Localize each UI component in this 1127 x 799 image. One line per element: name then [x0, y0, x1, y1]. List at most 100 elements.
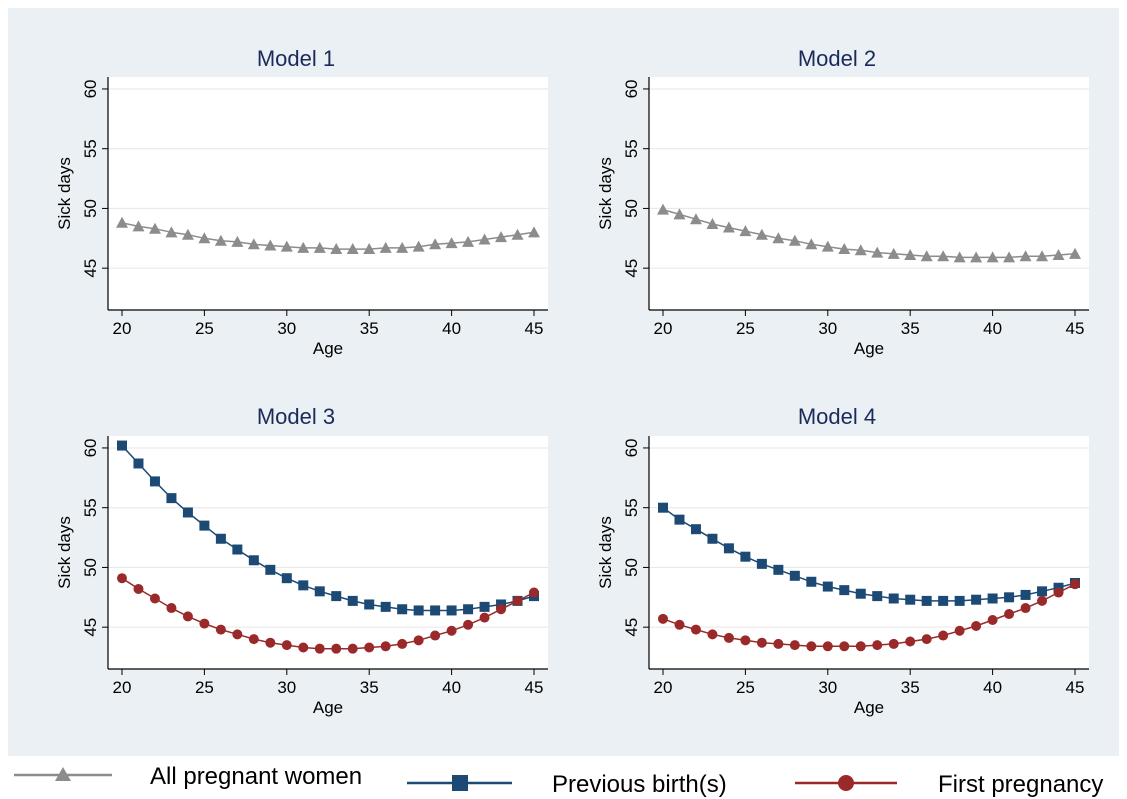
data-point-triangle — [429, 238, 442, 250]
data-point-circle — [248, 634, 259, 645]
x-tick-label: 25 — [195, 678, 214, 697]
plot-area — [649, 77, 1089, 310]
data-point-triangle — [181, 228, 194, 240]
y-tick-label: 55 — [81, 498, 100, 517]
data-point-circle — [806, 641, 817, 652]
data-point-square — [463, 604, 474, 615]
data-point-triangle — [920, 250, 933, 262]
x-tick-label: 20 — [654, 319, 673, 338]
data-point-circle — [839, 641, 850, 652]
y-tick-label: 50 — [622, 199, 641, 218]
data-point-square — [380, 601, 391, 612]
data-point-circle — [938, 630, 949, 641]
data-point-triangle — [986, 251, 999, 263]
data-point-square — [954, 595, 965, 606]
data-point-square — [905, 594, 916, 605]
data-point-circle — [658, 613, 668, 624]
y-tick-label: 60 — [622, 79, 641, 98]
data-point-square — [331, 591, 342, 602]
data-point-triangle — [788, 234, 801, 246]
data-point-triangle — [412, 240, 425, 252]
legend-item-previous-birth: Previous birth(s) — [407, 771, 727, 798]
x-tick-label: 25 — [736, 319, 755, 338]
data-point-square — [806, 576, 817, 587]
data-point-circle — [529, 587, 539, 598]
data-point-circle — [674, 619, 685, 630]
y-tick-label: 45 — [81, 259, 100, 278]
data-point-triangle — [445, 237, 458, 249]
data-point-square — [347, 595, 358, 606]
x-tick-label: 20 — [113, 319, 132, 338]
data-point-square — [773, 564, 784, 575]
data-point-square — [1037, 586, 1048, 597]
data-point-circle — [789, 640, 800, 651]
data-point-square — [888, 593, 899, 604]
panel-model-1: 45 50 55 60 20 25 30 35 40 45 Age Sick days Model 1 — [55, 46, 548, 358]
x-tick-label: 40 — [442, 678, 461, 697]
y-tick-label: 45 — [622, 618, 641, 637]
y-tick-label: 55 — [81, 139, 100, 158]
data-point-triangle — [495, 231, 508, 243]
x-tick-label: 35 — [901, 319, 920, 338]
data-point-triangle — [511, 228, 524, 240]
data-point-circle — [1070, 579, 1080, 590]
data-point-triangle — [1052, 249, 1065, 261]
data-point-square — [921, 595, 932, 606]
data-point-square — [740, 551, 751, 562]
legend-marker-triangle — [55, 767, 71, 781]
data-point-circle — [773, 638, 784, 649]
data-point-circle — [430, 630, 441, 641]
data-point-triangle — [689, 213, 702, 225]
data-point-triangle — [1069, 247, 1081, 259]
x-tick-label: 30 — [277, 319, 296, 338]
data-point-square — [199, 520, 210, 531]
data-point-square — [789, 570, 800, 581]
panel-title: Model 3 — [257, 404, 335, 429]
data-point-triangle — [346, 243, 359, 255]
legend-item-all-pregnant: All pregnant women — [14, 763, 362, 790]
data-point-circle — [199, 618, 210, 629]
y-tick-label: 60 — [81, 79, 100, 98]
data-point-triangle — [231, 235, 244, 247]
data-point-circle — [380, 641, 391, 652]
panel-title: Model 4 — [798, 404, 876, 429]
y-tick-label: 55 — [622, 139, 641, 158]
data-point-circle — [446, 625, 457, 636]
data-point-circle — [413, 635, 424, 646]
data-point-triangle — [772, 232, 785, 244]
data-point-triangle — [953, 251, 966, 263]
data-point-circle — [265, 637, 276, 648]
data-point-triangle — [937, 250, 950, 262]
data-point-square — [938, 595, 949, 606]
x-tick-label: 30 — [277, 678, 296, 697]
data-point-circle — [740, 635, 751, 646]
data-point-triangle — [462, 235, 475, 247]
data-point-square — [248, 555, 259, 566]
data-point-square — [149, 476, 160, 487]
data-point-triangle — [528, 226, 540, 238]
x-tick-label: 25 — [736, 678, 755, 697]
data-point-triangle — [247, 238, 260, 250]
data-point-square — [822, 581, 833, 592]
data-point-circle — [232, 629, 243, 640]
legend: All pregnant women Previous birth(s) Fir… — [14, 763, 1103, 798]
x-tick-label: 35 — [360, 678, 379, 697]
panel-title: Model 1 — [257, 46, 335, 71]
x-tick-label: 40 — [442, 319, 461, 338]
data-point-square — [987, 593, 998, 604]
panel-model-3: 45 50 55 60 20 25 30 35 40 45 Age Sick days Model 3 — [55, 404, 548, 717]
data-point-square — [756, 558, 767, 569]
data-point-triangle — [805, 238, 818, 250]
y-tick-label: 50 — [81, 199, 100, 218]
data-point-circle — [215, 624, 226, 635]
x-tick-label: 30 — [818, 678, 837, 697]
data-point-circle — [756, 637, 767, 648]
data-point-circle — [723, 632, 734, 643]
x-tick-label: 20 — [654, 678, 673, 697]
x-tick-label: 25 — [195, 319, 214, 338]
data-point-circle — [921, 634, 932, 645]
data-point-square — [690, 524, 701, 535]
data-point-triangle — [904, 249, 917, 261]
y-axis-title: Sick days — [55, 516, 74, 589]
data-point-square — [971, 594, 982, 605]
